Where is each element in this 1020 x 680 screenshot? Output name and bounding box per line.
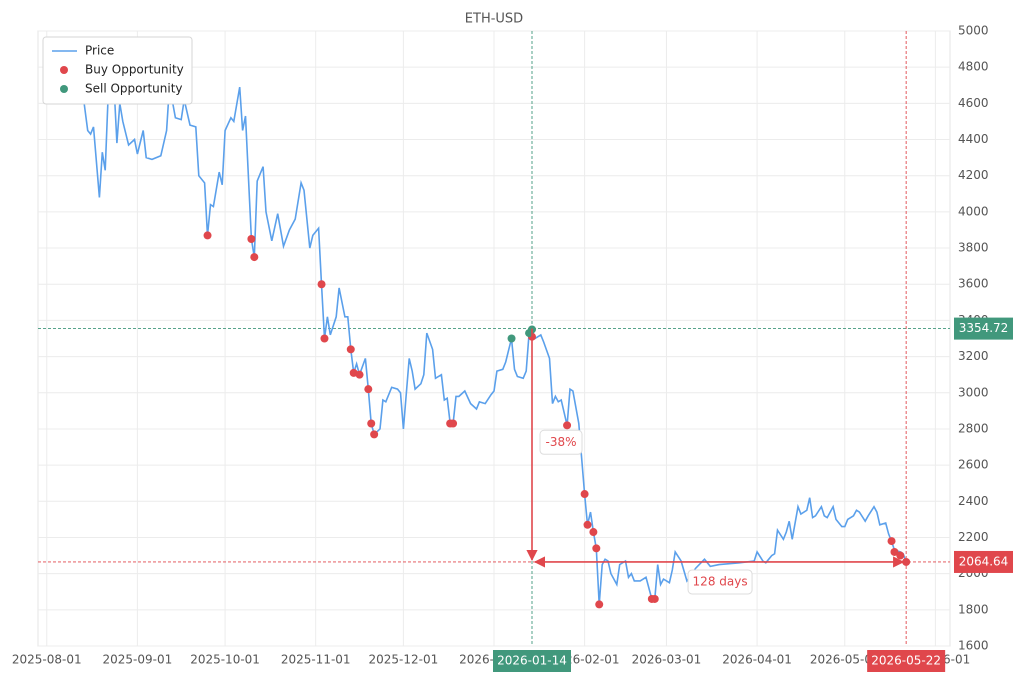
y-tick-label: 4200 [958, 168, 989, 182]
signal-marker [583, 520, 592, 529]
x-tick-label: 2025-11-01 [281, 653, 351, 667]
date-tag-box [867, 650, 946, 672]
signal-marker [580, 490, 589, 499]
legend-box [42, 36, 193, 105]
signal-marker [317, 280, 326, 289]
y-tick-label: 2600 [958, 458, 989, 472]
signal-marker [507, 334, 516, 343]
signal-marker [355, 370, 364, 379]
y-tick-label: 5000 [958, 24, 989, 38]
signal-marker [595, 600, 604, 609]
signal-marker [250, 253, 259, 262]
signal-marker [902, 557, 911, 566]
signal-marker [650, 594, 659, 603]
duration-label-box [687, 569, 753, 595]
y-tick-label: 2200 [958, 530, 989, 544]
signal-marker [890, 547, 899, 556]
y-tick-label: 2800 [958, 421, 989, 435]
legend: Price Buy Opportunity Sell Opportunity [42, 36, 193, 105]
x-tick-label: 2026-05-01 [810, 653, 880, 667]
x-tick-label: 2026-03-01 [632, 653, 702, 667]
signal-marker [247, 235, 256, 244]
legend-label: Price [85, 44, 114, 58]
signal-marker [449, 419, 458, 428]
y-tick-label: 4000 [958, 204, 989, 218]
signal-marker [203, 231, 212, 240]
legend-label: Sell Opportunity [85, 82, 183, 96]
date-tag-box [493, 650, 571, 672]
signal-marker [589, 528, 598, 537]
signal-marker [346, 345, 355, 354]
legend-swatch [60, 85, 68, 93]
y-tick-label: 4600 [958, 96, 989, 110]
value-tag: 3354.72 [959, 321, 1009, 335]
x-tick-label: 2025-08-01 [12, 653, 82, 667]
signal-marker [364, 385, 373, 394]
y-tick-label: 3200 [958, 349, 989, 363]
x-tick-label: 2025-12-01 [369, 653, 439, 667]
y-tick-label: 3800 [958, 241, 989, 255]
y-tick-label: 4800 [958, 60, 989, 74]
x-tick-label: 2025-09-01 [103, 653, 173, 667]
y-tick-label: 2400 [958, 494, 989, 508]
change-label: -38% [545, 435, 576, 449]
value-tag: 2064.64 [959, 554, 1009, 568]
y-tick-label: 4400 [958, 132, 989, 146]
y-tick-label: 3000 [958, 385, 989, 399]
duration-label: 128 days [693, 574, 748, 588]
y-tick-label: 1600 [958, 639, 989, 653]
value-tag-box [954, 550, 1013, 573]
change-label-box [539, 429, 583, 455]
signal-marker [563, 421, 572, 430]
signal-marker [592, 544, 601, 553]
date-tag: 2026-01-14 [497, 654, 567, 668]
legend-swatch [60, 66, 68, 74]
value-tag-box [954, 317, 1013, 340]
x-tick-label: 2025-10-01 [190, 653, 260, 667]
date-tag: 2026-05-22 [871, 654, 941, 668]
signal-marker [320, 334, 329, 343]
price-line [81, 82, 907, 605]
signal-marker [887, 537, 896, 546]
x-tick-label: 2026-04-01 [722, 653, 792, 667]
signal-marker [896, 551, 905, 560]
y-tick-label: 1800 [958, 602, 989, 616]
y-tick-label: 3600 [958, 277, 989, 291]
chart-title: ETH-USD [465, 12, 523, 27]
signal-marker [370, 430, 379, 439]
legend-label: Buy Opportunity [85, 63, 184, 77]
signal-marker [367, 419, 376, 428]
